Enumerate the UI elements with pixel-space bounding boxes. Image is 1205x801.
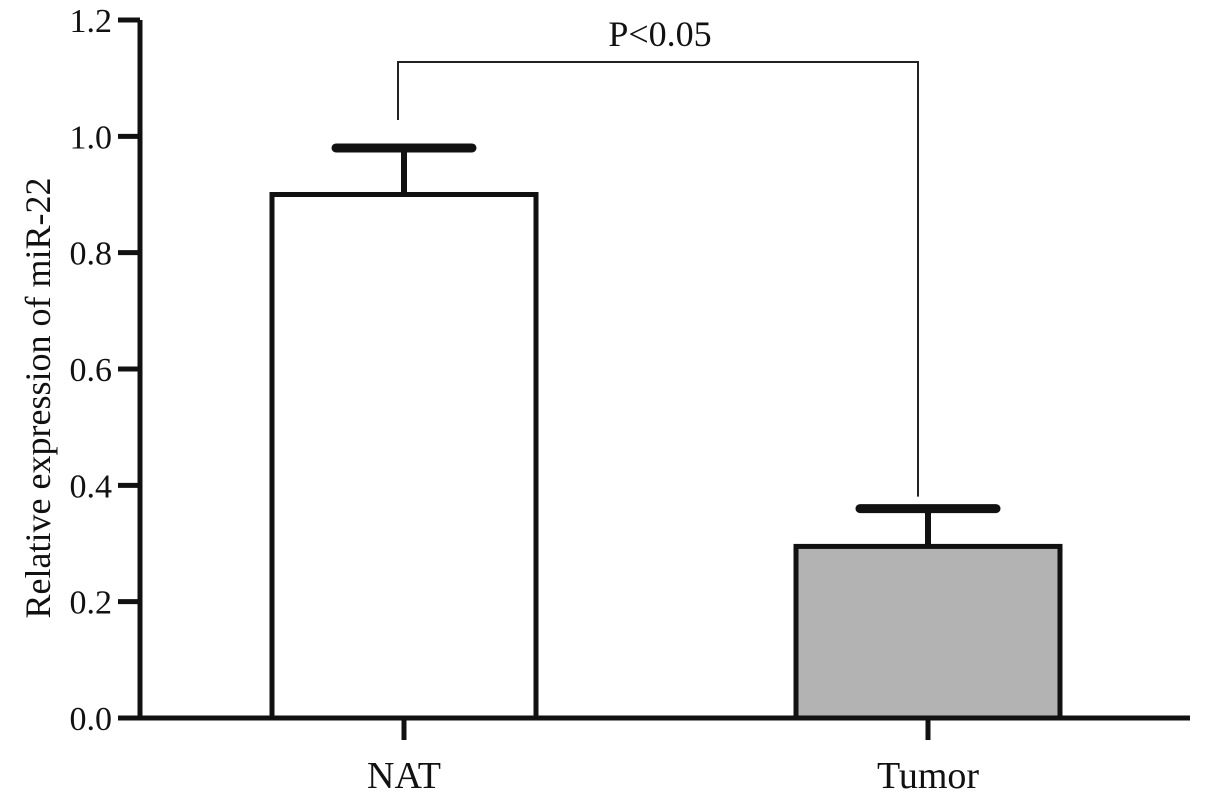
y-tick-label: 0.2 (70, 585, 113, 622)
significance-bracket (397, 61, 919, 497)
plot-area: 0.0 0.2 0.4 0.6 0.8 1.0 1.2 NAT Tumor (70, 3, 1190, 797)
y-tick-label: 1.2 (70, 3, 113, 40)
bar-nat (269, 192, 539, 721)
bar-tumor (793, 543, 1063, 721)
y-tick-label: 0.4 (70, 468, 113, 505)
x-tick-label-tumor: Tumor (877, 755, 979, 797)
y-tick-label: 0.8 (70, 236, 113, 273)
y-tick-label: 0.0 (70, 701, 113, 738)
y-tick-label: 0.6 (70, 352, 113, 389)
x-tick-label-nat: NAT (367, 755, 441, 797)
y-axis-label: Relative expression of miR-22 (18, 178, 58, 619)
significance-label: P<0.05 (608, 14, 711, 54)
y-tick-label: 1.0 (70, 119, 113, 156)
